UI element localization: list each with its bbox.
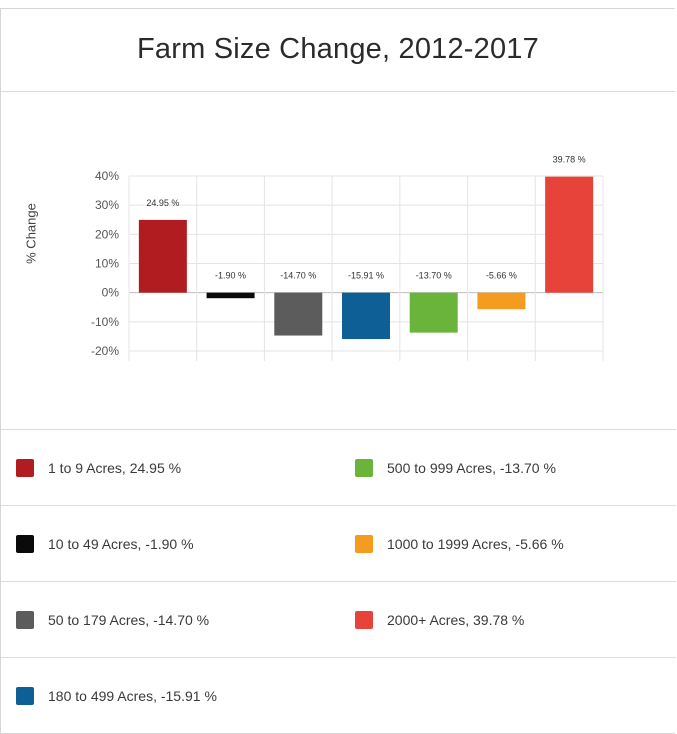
- title-bar: Farm Size Change, 2012-2017: [1, 9, 675, 92]
- data-label: -13.70 %: [416, 271, 452, 281]
- data-label: -5.66 %: [486, 271, 517, 281]
- legend-row: 50 to 179 Acres, -14.70 % 2000+ Acres, 3…: [1, 581, 676, 657]
- legend-item[interactable]: 50 to 179 Acres, -14.70 %: [16, 582, 209, 657]
- data-label: 24.95 %: [146, 198, 179, 208]
- legend-label: 1000 to 1999 Acres, -5.66 %: [387, 535, 564, 552]
- legend-label: 50 to 179 Acres, -14.70 %: [48, 611, 210, 628]
- legend-row: 10 to 49 Acres, -1.90 % 1000 to 1999 Acr…: [1, 505, 676, 581]
- y-tick-label: 0%: [102, 286, 120, 300]
- legend-swatch: [355, 610, 373, 629]
- legend-item[interactable]: 500 to 999 Acres, -13.70 %: [355, 430, 556, 505]
- y-tick-label: 40%: [95, 169, 119, 183]
- legend-swatch: [16, 686, 34, 705]
- bar: [409, 292, 458, 333]
- bar: [545, 176, 594, 293]
- legend-label: 500 to 999 Acres, -13.70 %: [387, 459, 556, 476]
- legend-item[interactable]: 1000 to 1999 Acres, -5.66 %: [355, 506, 564, 581]
- y-axis-label: % Change: [23, 203, 39, 264]
- legend-swatch: [16, 458, 34, 477]
- chart-card: Farm Size Change, 2012-2017 % Change 40%…: [0, 8, 676, 734]
- data-label: -1.90 %: [215, 271, 246, 281]
- legend-swatch: [16, 534, 34, 553]
- legend: 1 to 9 Acres, 24.95 % 500 to 999 Acres, …: [1, 429, 676, 733]
- legend-row: 180 to 499 Acres, -15.91 %: [1, 657, 676, 733]
- bar: [206, 292, 255, 299]
- data-label: 39.78 %: [553, 155, 586, 165]
- y-tick-label: 30%: [95, 198, 119, 212]
- legend-label: 180 to 499 Acres, -15.91 %: [48, 687, 217, 704]
- legend-item[interactable]: 10 to 49 Acres, -1.90 %: [16, 506, 194, 581]
- bar: [342, 292, 390, 340]
- chart-area: % Change 40% 30% 20% 10% 0% -10% -20% 24.95 % -1…: [1, 91, 676, 431]
- y-tick-label: -20%: [91, 344, 119, 358]
- legend-swatch: [16, 610, 34, 629]
- legend-label: 2000+ Acres, 39.78 %: [387, 611, 525, 628]
- legend-label: 1 to 9 Acres, 24.95 %: [48, 459, 182, 476]
- legend-item[interactable]: 180 to 499 Acres, -15.91 %: [16, 658, 217, 733]
- bar: [274, 292, 323, 336]
- y-tick-label: 20%: [95, 227, 119, 241]
- data-label: -14.70 %: [280, 271, 316, 281]
- legend-swatch: [355, 458, 373, 477]
- data-label: -15.91 %: [348, 271, 384, 281]
- legend-item[interactable]: 2000+ Acres, 39.78 %: [355, 582, 524, 657]
- y-tick-label: 10%: [95, 257, 119, 271]
- legend-row: 1 to 9 Acres, 24.95 % 500 to 999 Acres, …: [1, 429, 676, 505]
- legend-item[interactable]: 1 to 9 Acres, 24.95 %: [16, 430, 181, 505]
- bar-chart-svg: 40% 30% 20% 10% 0% -10% -20% 24.95 % -1.90 % -14.…: [91, 155, 604, 361]
- legend-swatch: [355, 534, 373, 553]
- chart-title: Farm Size Change, 2012-2017: [137, 32, 539, 65]
- bar: [477, 292, 526, 310]
- bar: [138, 219, 187, 293]
- legend-label: 10 to 49 Acres, -1.90 %: [48, 535, 194, 552]
- y-tick-label: -10%: [91, 315, 119, 329]
